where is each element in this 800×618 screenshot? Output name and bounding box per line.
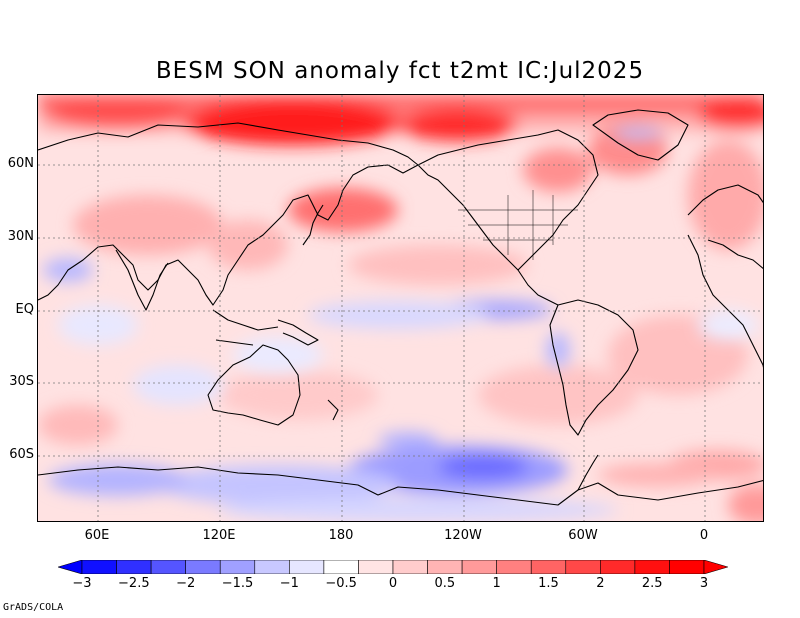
map-title: BESM SON anomaly fct t2mt IC:Jul2025 [155,58,645,84]
lat-label-60s: 60S [9,447,34,462]
colorbar-swatch [669,560,705,574]
lon-label-0: 0 [699,528,709,543]
colorbar-tick-label: −0.5 [325,576,357,591]
colorbar-tick-label: 0.5 [434,576,456,591]
colorbar [58,560,728,574]
colorbar-tick-label: −3 [72,576,92,591]
colorbar-tick-label: 0 [388,576,398,591]
colorbar-swatch [565,560,601,574]
colorbar-swatch [358,560,394,574]
colorbar-tick-label: 2.5 [641,576,663,591]
coastlines [38,109,763,506]
colorbar-swatch [427,560,463,574]
colorbar-swatch [185,560,221,574]
colorbar-swatch [634,560,670,574]
colorbar-swatch [254,560,290,574]
anomaly-map [37,94,764,522]
colorbar-tick-label: 3 [699,576,709,591]
colorbar-swatch [81,560,117,574]
credit-text: GrADS/COLA [3,602,64,613]
colorbar-arrow-low [58,560,83,574]
colorbar-swatch [116,560,152,574]
colorbar-tick-label: 2 [596,576,605,591]
lat-label-eq: EQ [15,302,34,317]
lon-label-120e: 120E [202,528,236,543]
graticule [38,95,763,521]
colorbar-tick-label: −1 [279,576,299,591]
lat-label-30n: 30N [7,229,34,244]
colorbar-tick-label: −2 [176,576,196,591]
colorbar-tick-label: 1 [492,576,501,591]
lon-label-60w: 60W [568,528,598,543]
lat-label-60n: 60N [7,156,34,171]
colorbar-tick-label: −1.5 [221,576,254,591]
colorbar-swatch [150,560,186,574]
colorbar-swatch [530,560,567,574]
political-borders [458,190,578,260]
lon-label-120w: 120W [444,528,482,543]
colorbar-swatch [219,560,256,574]
colorbar-swatch [461,560,497,574]
colorbar-swatch [600,560,636,574]
colorbar-swatch [496,560,532,574]
lat-label-30s: 30S [9,374,34,389]
colorbar-swatch [289,560,325,574]
lon-label-60e: 60E [84,528,110,543]
colorbar-swatch [392,560,428,574]
colorbar-tick-label: 1.5 [538,576,559,591]
colorbar-swatch [323,560,359,574]
colorbar-arrow-high [703,560,728,574]
colorbar-tick-label: −2.5 [118,576,150,591]
lon-label-180: 180 [328,528,354,543]
anomaly-field [38,95,763,521]
